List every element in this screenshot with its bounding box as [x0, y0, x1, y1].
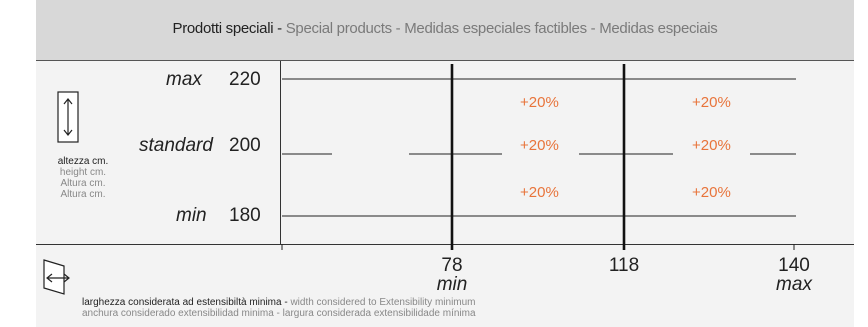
width-arrows-icon: [42, 258, 72, 301]
width-axis-divider: [36, 244, 854, 245]
table-body: [36, 61, 854, 327]
surcharge-label: +20%: [692, 94, 731, 111]
width-caption-translation: width considered to Extensibility minimu…: [290, 297, 476, 308]
height-standard-label: standard: [139, 135, 213, 156]
header-title-main: Prodotti speciali -: [172, 20, 286, 37]
width-mid-value: 118: [608, 255, 640, 276]
header-bar: Prodotti speciali - Special products - M…: [36, 0, 854, 61]
width-max-value: 140: [778, 255, 810, 276]
label-column-separator: [280, 61, 281, 244]
height-caption: altezza cm. height cm. Altura cm. Altura…: [36, 156, 130, 200]
width-caption-translation-2: anchura considerado extensibilidad minim…: [82, 308, 476, 319]
width-caption: larghezza considerata ad estensibiltà mi…: [82, 297, 476, 319]
height-max-label: max: [166, 69, 202, 90]
height-arrows-icon: [57, 91, 79, 148]
header-title-translations: Special products - Medidas especiales fa…: [285, 20, 718, 37]
price-table: Prodotti speciali - Special products - M…: [36, 0, 854, 327]
surcharge-label: +20%: [520, 137, 559, 154]
width-min-label: min: [436, 274, 468, 295]
height-standard-value: 200: [229, 135, 261, 156]
height-min-value: 180: [229, 205, 261, 226]
surcharge-label: +20%: [692, 137, 731, 154]
surcharge-label: +20%: [520, 184, 559, 201]
header-title: Prodotti speciali - Special products - M…: [36, 20, 854, 37]
height-caption-main: altezza cm.: [57, 156, 109, 167]
surcharge-label: +20%: [692, 184, 731, 201]
width-min-value: 78: [441, 255, 463, 276]
width-caption-main: larghezza considerata ad estensibiltà mi…: [82, 297, 291, 308]
height-caption-line: height cm.: [59, 167, 107, 178]
height-caption-line: Altura cm.: [60, 189, 106, 200]
surcharge-label: +20%: [520, 94, 559, 111]
size-grid: [281, 64, 796, 250]
width-max-label: max: [776, 274, 812, 295]
height-min-label: min: [176, 205, 207, 226]
height-caption-line: Altura cm.: [60, 178, 106, 189]
height-max-value: 220: [229, 69, 261, 90]
